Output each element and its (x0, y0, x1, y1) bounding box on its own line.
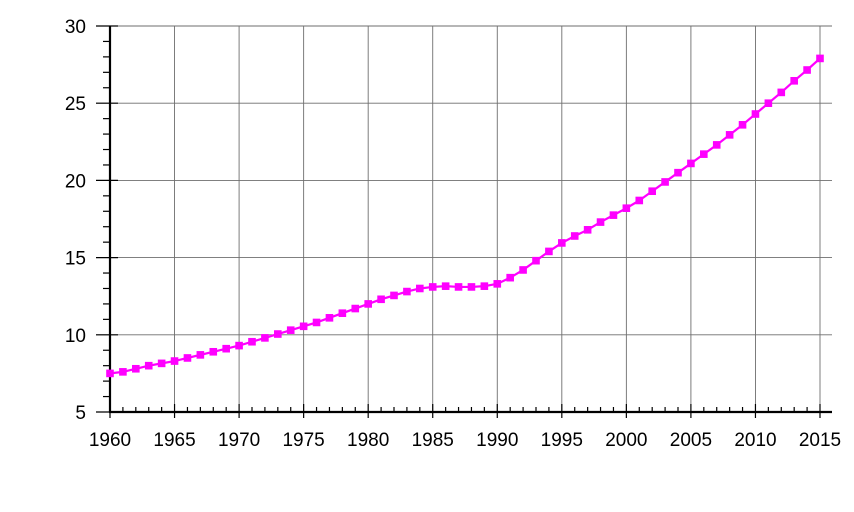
x-tick-label: 2000 (605, 430, 647, 451)
x-tick-label: 1990 (476, 430, 518, 451)
axis-ticks (96, 25, 821, 418)
x-tick-label: 2015 (799, 430, 841, 451)
x-tick-label: 1985 (412, 430, 454, 451)
series-group (106, 54, 824, 378)
data-point-marker (235, 341, 243, 350)
data-point-marker (286, 326, 295, 334)
data-point-marker (816, 54, 824, 63)
data-point-marker (157, 359, 166, 368)
data-point-marker (274, 330, 282, 338)
data-point-marker (377, 295, 385, 304)
y-tick-label: 15 (65, 249, 86, 270)
y-tick-label: 30 (65, 17, 86, 38)
data-point-marker (338, 309, 347, 317)
data-point-marker (532, 256, 540, 265)
data-point-marker (506, 273, 514, 282)
y-tick-label: 20 (65, 171, 86, 192)
data-point-marker (132, 364, 140, 373)
series-line (109, 57, 821, 375)
data-point-marker (751, 110, 760, 118)
data-point-marker (764, 99, 773, 107)
data-point-marker (674, 168, 682, 177)
x-tick-label: 1995 (541, 430, 583, 451)
data-point-marker (790, 77, 798, 85)
data-point-marker (390, 291, 398, 300)
x-tick-label: 2005 (670, 430, 712, 451)
axes (108, 26, 832, 414)
grid (96, 25, 832, 412)
data-point-marker (467, 283, 476, 291)
data-point-marker (700, 150, 708, 158)
x-tick-label: 1980 (347, 430, 389, 451)
data-point-marker (493, 280, 502, 288)
data-point-marker (803, 66, 811, 74)
data-point-marker (570, 232, 579, 240)
data-point-marker (441, 282, 450, 290)
data-point-marker (364, 300, 372, 308)
data-point-marker (222, 344, 230, 353)
y-tick-label: 25 (65, 94, 86, 115)
data-point-marker (144, 361, 153, 370)
data-point-marker (519, 266, 527, 274)
data-point-marker (248, 337, 256, 346)
data-point-marker (661, 178, 669, 186)
data-point-marker (777, 88, 786, 97)
data-point-marker (622, 204, 631, 212)
x-tick-label: 2010 (734, 430, 776, 451)
data-point-marker (454, 283, 463, 291)
data-point-marker (196, 351, 205, 359)
data-point-marker (725, 131, 734, 139)
x-tick-label: 1975 (282, 430, 324, 451)
data-point-marker (635, 196, 644, 205)
data-point-marker (609, 211, 618, 219)
y-tick-label: 5 (75, 403, 86, 424)
data-point-marker (170, 357, 179, 365)
data-point-marker (416, 284, 424, 293)
y-tick-label: 10 (65, 326, 86, 347)
data-point-marker (712, 141, 721, 149)
data-point-marker (738, 121, 747, 129)
x-tick-label: 1960 (89, 430, 131, 451)
data-point-marker (209, 347, 218, 356)
data-point-marker (312, 318, 321, 327)
data-point-marker (183, 354, 192, 362)
data-point-marker (596, 218, 605, 226)
x-tick-label: 1970 (218, 430, 260, 451)
data-point-marker (545, 247, 553, 256)
x-tick-label: 1965 (153, 430, 195, 451)
data-point-marker (261, 334, 269, 342)
data-point-marker (403, 287, 411, 296)
data-point-marker (351, 304, 360, 313)
data-point-marker (648, 187, 656, 196)
tick-labels: 1960 1965 1970 1975 1980 1985 1990 1995 2000 2005… (65, 17, 841, 451)
data-point-marker (119, 368, 127, 376)
data-point-marker (428, 283, 437, 291)
data-point-marker (583, 226, 592, 234)
data-point-marker (325, 314, 334, 322)
data-point-marker (480, 282, 489, 290)
data-point-marker (687, 159, 695, 168)
data-point-marker (106, 369, 114, 378)
data-point-marker (558, 239, 566, 247)
data-point-marker (299, 322, 308, 331)
